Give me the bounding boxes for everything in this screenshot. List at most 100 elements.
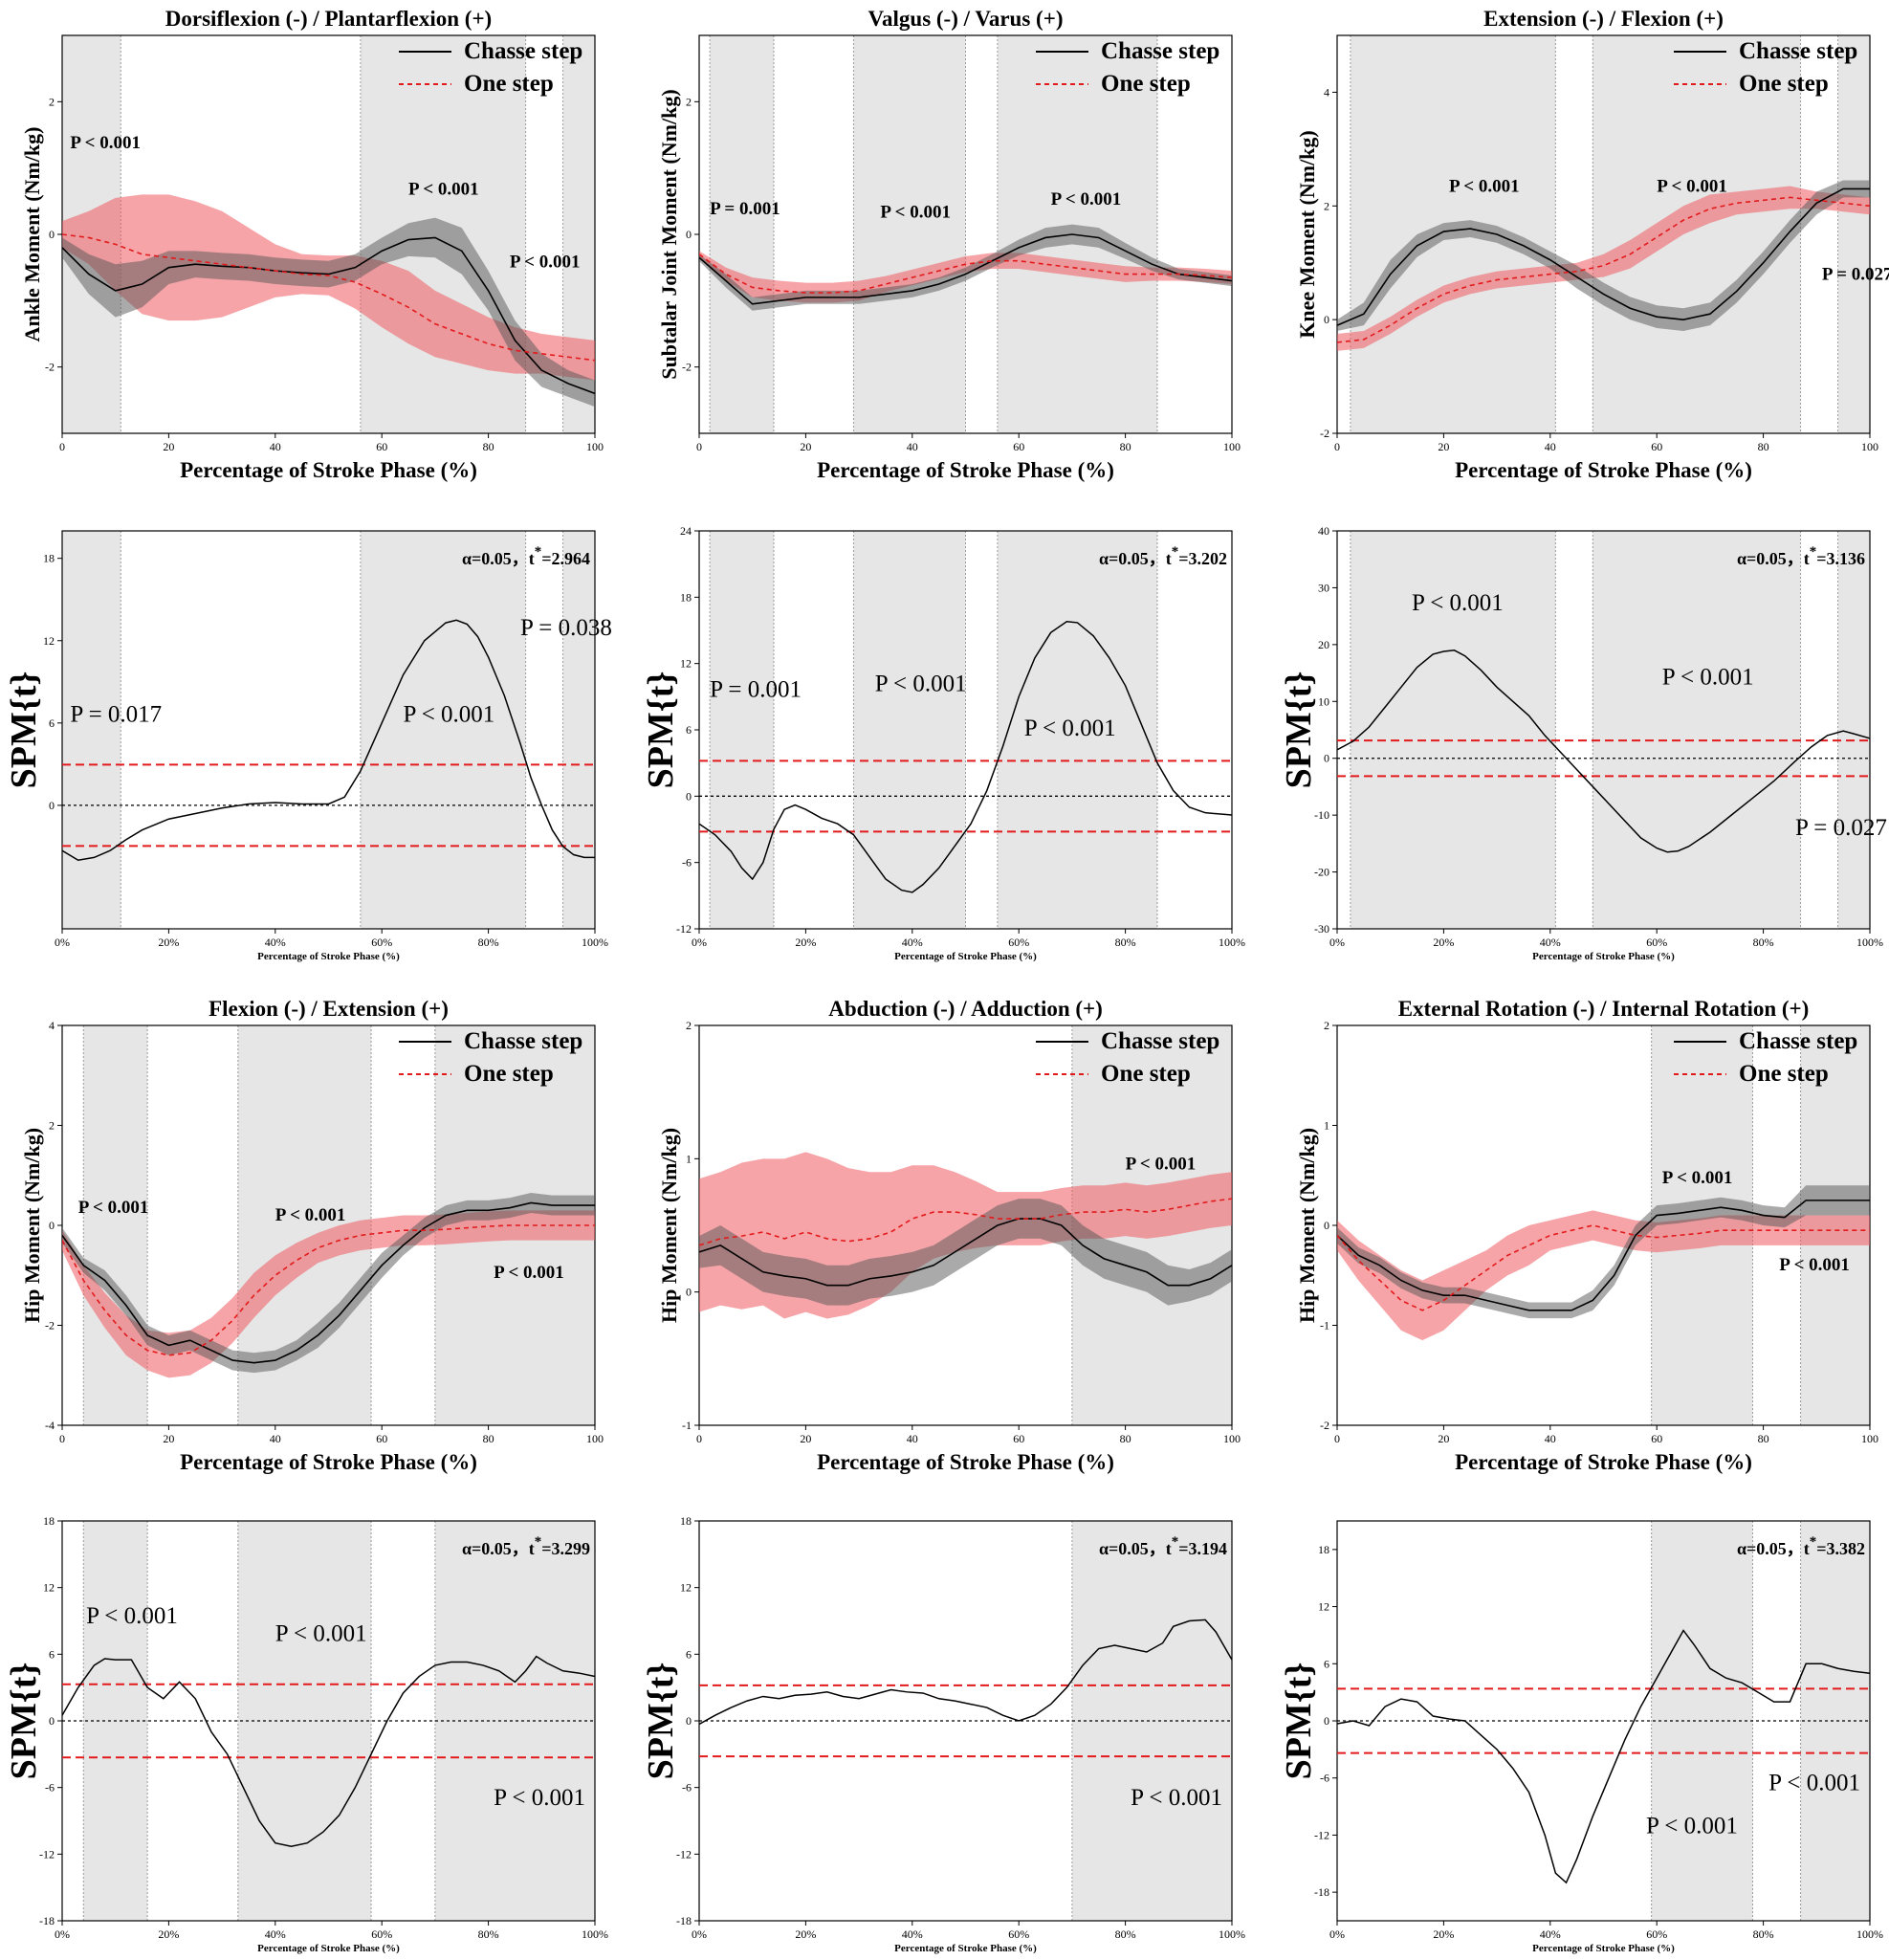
alpha-text: α=0.05，t <box>1099 549 1172 568</box>
y-tick-label: 0 <box>686 789 692 803</box>
chart-hip-rotation-spm: 0% 20% 40% 60% 80% 100% -18 -12 -6 0 6 12 18 Percenta… <box>1279 1520 1883 1954</box>
x-tick-label: 20 <box>1438 440 1449 453</box>
one-step-sd-band <box>699 251 1232 303</box>
y-tick-label: 4 <box>1324 85 1329 99</box>
chart-title: External Rotation (-) / Internal Rotatio… <box>1398 997 1810 1021</box>
p-value-annotation: P < 0.001 <box>1051 189 1122 209</box>
p-value-annotation: P < 0.001 <box>70 133 141 153</box>
chart-title: Dorsiflexion (-) / Plantarflexion (+) <box>165 7 492 31</box>
threshold-value: =3.202 <box>1178 549 1227 568</box>
x-tick-label: 0 <box>696 440 702 453</box>
y-axis-label: Ankle Moment (Nm/kg) <box>20 127 44 342</box>
p-value-annotation: P < 0.001 <box>1024 716 1116 741</box>
y-tick-label: 6 <box>1324 1657 1329 1670</box>
x-tick-label: 100% <box>1219 1927 1245 1941</box>
x-tick-label: 0% <box>55 936 70 949</box>
x-tick-label: 80 <box>1120 1432 1131 1445</box>
x-tick-label: 20 <box>800 1432 811 1445</box>
x-tick-label: 60 <box>1013 1432 1024 1445</box>
y-tick-label: -10 <box>1314 808 1329 822</box>
x-tick-label: 0 <box>59 1432 65 1445</box>
y-tick-label: -18 <box>676 1914 692 1927</box>
y-axis-label: Subtalar Joint Moment (Nm/kg) <box>657 89 681 379</box>
plot-area <box>699 224 1232 311</box>
y-tick-label: 2 <box>686 95 692 108</box>
critical-threshold-label: α=0.05，t*=3.299 <box>462 1534 590 1558</box>
significance-region <box>853 531 966 929</box>
y-tick-label: -1 <box>1320 1319 1329 1332</box>
significance-region <box>1592 531 1801 929</box>
y-tick-label: -6 <box>682 1781 692 1795</box>
alpha-text: α=0.05，t <box>462 1539 535 1558</box>
x-axis-label: Percentage of Stroke Phase (%) <box>257 951 400 962</box>
y-tick-label: 2 <box>686 1019 692 1032</box>
chasse-step-sd-band <box>62 217 595 407</box>
p-value-annotation: P < 0.001 <box>1131 1785 1222 1811</box>
y-tick-label: 2 <box>1324 1019 1329 1032</box>
x-tick-label: 0% <box>1329 936 1345 949</box>
x-axis-label: Percentage of Stroke Phase (%) <box>817 458 1114 482</box>
chart-title: Valgus (-) / Varus (+) <box>868 7 1064 31</box>
significance-region <box>853 35 966 433</box>
y-axis-label: SPM{t} <box>4 1663 44 1780</box>
critical-threshold-label: α=0.05，t*=3.202 <box>1099 544 1227 568</box>
chasse-step-mean-line <box>1337 187 1870 326</box>
star-superscript: * <box>1810 1534 1817 1550</box>
legend-one-label: One step <box>1739 71 1829 97</box>
y-axis-label: Knee Moment (Nm/kg) <box>1295 130 1319 339</box>
alpha-text: α=0.05，t <box>462 549 535 568</box>
y-axis-label: SPM{t} <box>1279 672 1319 789</box>
y-tick-label: -2 <box>1320 427 1329 440</box>
star-superscript: * <box>1810 544 1817 560</box>
x-tick-label: 20% <box>158 936 179 949</box>
plot-area <box>699 1619 1232 1758</box>
alpha-text: α=0.05，t <box>1737 549 1810 568</box>
p-value-annotation: P < 0.001 <box>78 1198 149 1218</box>
y-tick-label: -12 <box>676 922 692 936</box>
y-tick-label: 12 <box>43 1581 55 1595</box>
y-tick-label: 6 <box>686 723 692 737</box>
threshold-value: =3.299 <box>541 1539 590 1558</box>
y-axis-label: SPM{t} <box>1279 1663 1319 1780</box>
chart-knee-moment: 0 20 40 60 80 100 -2 0 2 4 Extension (-) / Flexion… <box>1295 7 1889 482</box>
p-value-annotation: P = 0.001 <box>710 676 802 702</box>
chasse-step-mean-line <box>699 233 1232 305</box>
spm-t-curve <box>62 619 595 862</box>
p-value-annotation: P < 0.001 <box>875 672 967 697</box>
x-axis-label: Percentage of Stroke Phase (%) <box>1532 951 1675 962</box>
p-value-annotation: P < 0.001 <box>403 701 494 727</box>
legend-chasse-label: Chasse step <box>1739 38 1857 64</box>
legend-one-label: One step <box>1739 1061 1829 1087</box>
y-tick-label: -6 <box>1320 1772 1329 1785</box>
x-axis-label: Percentage of Stroke Phase (%) <box>894 951 1037 962</box>
x-tick-label: 80% <box>1753 936 1774 949</box>
x-tick-label: 40 <box>1545 440 1556 453</box>
y-tick-label: 18 <box>43 552 55 565</box>
x-tick-label: 20% <box>795 936 816 949</box>
plot-area <box>1337 650 1870 853</box>
legend-one-label: One step <box>1101 1061 1191 1087</box>
y-tick-label: -4 <box>45 1419 55 1432</box>
x-tick-label: 40% <box>902 936 923 949</box>
one-step-sd-band <box>1337 1210 1870 1341</box>
plot-area <box>699 620 1232 893</box>
chasse-step-sd-band <box>1337 1185 1870 1319</box>
chasse-step-mean-line <box>1337 1200 1870 1311</box>
x-tick-label: 100 <box>586 440 604 453</box>
chasse-step-sd-band <box>699 1199 1232 1306</box>
x-tick-label: 80 <box>483 440 494 453</box>
plot-frame <box>1336 34 1871 434</box>
chart-subtalar-spm: 0% 20% 40% 60% 80% 100% -12 -6 0 6 12 18 24 Percentag… <box>641 524 1245 962</box>
significance-region <box>997 531 1158 929</box>
x-tick-label: 60 <box>1651 1432 1662 1445</box>
p-value-annotation: P < 0.001 <box>880 203 951 223</box>
y-tick-label: 2 <box>49 95 55 108</box>
x-tick-label: 40% <box>265 1927 286 1941</box>
p-value-annotation: P < 0.001 <box>1662 664 1754 690</box>
chart-hip-flexion-spm: 0% 20% 40% 60% 80% 100% -18 -12 -6 0 6 12 18 Percenta… <box>4 1514 608 1954</box>
x-tick-label: 100 <box>1861 440 1878 453</box>
legend-chasse-label: Chasse step <box>1101 38 1219 64</box>
y-tick-label: 0 <box>686 1714 692 1728</box>
significance-region <box>710 531 774 929</box>
p-value-annotation: P < 0.001 <box>86 1603 178 1629</box>
